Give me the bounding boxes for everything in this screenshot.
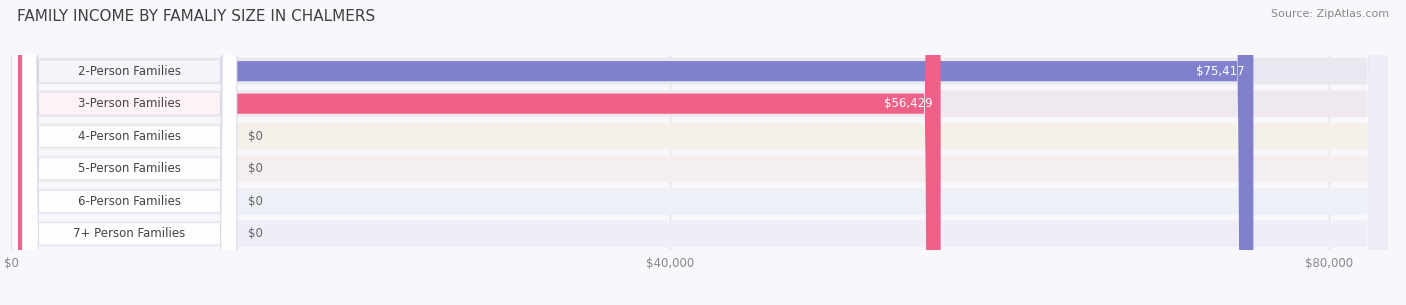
FancyBboxPatch shape xyxy=(18,0,1253,305)
FancyBboxPatch shape xyxy=(22,0,236,305)
FancyBboxPatch shape xyxy=(22,0,236,305)
FancyBboxPatch shape xyxy=(18,0,1388,305)
FancyBboxPatch shape xyxy=(22,0,236,305)
FancyBboxPatch shape xyxy=(18,0,1388,305)
Text: $56,429: $56,429 xyxy=(884,97,932,110)
Text: 7+ Person Families: 7+ Person Families xyxy=(73,227,186,240)
Text: 2-Person Families: 2-Person Families xyxy=(79,65,181,78)
FancyBboxPatch shape xyxy=(22,0,236,305)
Text: 4-Person Families: 4-Person Families xyxy=(79,130,181,143)
Text: $0: $0 xyxy=(247,195,263,208)
Text: FAMILY INCOME BY FAMALIY SIZE IN CHALMERS: FAMILY INCOME BY FAMALIY SIZE IN CHALMER… xyxy=(17,9,375,24)
FancyBboxPatch shape xyxy=(22,0,236,305)
Text: $75,417: $75,417 xyxy=(1197,65,1246,78)
Text: Source: ZipAtlas.com: Source: ZipAtlas.com xyxy=(1271,9,1389,19)
FancyBboxPatch shape xyxy=(18,0,1388,305)
Text: $0: $0 xyxy=(247,130,263,143)
Text: $0: $0 xyxy=(247,162,263,175)
FancyBboxPatch shape xyxy=(18,0,1388,305)
FancyBboxPatch shape xyxy=(22,0,236,305)
FancyBboxPatch shape xyxy=(18,0,1388,305)
Text: 5-Person Families: 5-Person Families xyxy=(79,162,181,175)
Text: 6-Person Families: 6-Person Families xyxy=(79,195,181,208)
Text: $0: $0 xyxy=(247,227,263,240)
FancyBboxPatch shape xyxy=(18,0,941,305)
Text: 3-Person Families: 3-Person Families xyxy=(79,97,181,110)
FancyBboxPatch shape xyxy=(18,0,1388,305)
